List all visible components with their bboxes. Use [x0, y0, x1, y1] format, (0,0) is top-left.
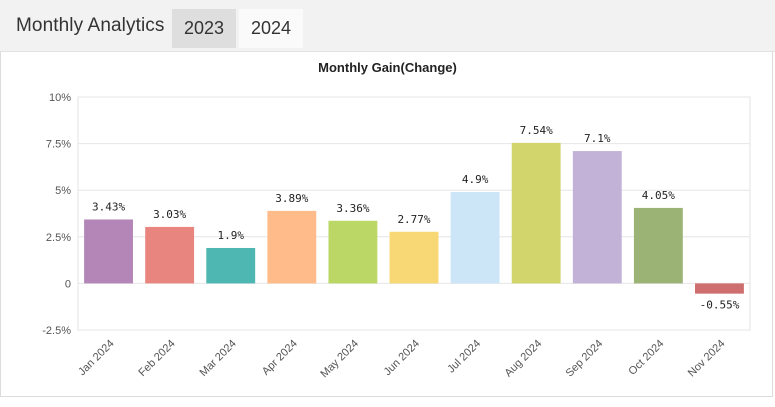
data-label: 7.54% — [520, 124, 553, 137]
data-label: 3.36% — [336, 202, 369, 215]
y-tick-label: -2.5% — [42, 325, 71, 337]
tab-2024[interactable]: 2024 — [239, 9, 303, 48]
bar — [695, 283, 744, 294]
x-tick-label: May 2024 — [318, 338, 361, 381]
x-tick-label: Nov 2024 — [686, 338, 728, 380]
bar — [389, 231, 439, 284]
y-tick-label: 2.5% — [46, 232, 71, 244]
data-label: 3.89% — [275, 192, 308, 205]
bar — [633, 207, 683, 284]
x-tick-label: Apr 2024 — [260, 338, 300, 378]
x-tick-label: Jul 2024 — [445, 338, 483, 376]
bar — [328, 220, 378, 284]
widget-title: Monthly Analytics — [16, 15, 165, 36]
x-tick-label: Aug 2024 — [503, 338, 545, 380]
bar — [84, 219, 133, 284]
tab-2023[interactable]: 2023 — [172, 9, 236, 48]
x-tick-label: Mar 2024 — [197, 338, 238, 379]
y-tick-label: 10% — [49, 92, 71, 104]
data-label: 4.05% — [642, 189, 675, 202]
chart-title: Monthly Gain(Change) — [318, 60, 457, 75]
y-tick-label: 7.5% — [46, 139, 71, 151]
x-tick-label: Feb 2024 — [136, 338, 177, 379]
bar — [511, 142, 561, 284]
data-label: 7.1% — [584, 132, 611, 145]
data-label: 4.9% — [462, 173, 489, 186]
data-label: 3.43% — [92, 200, 125, 213]
bar — [267, 210, 317, 284]
data-label: 3.03% — [153, 208, 186, 221]
bar — [206, 247, 256, 284]
bar — [145, 226, 195, 284]
x-tick-label: Oct 2024 — [626, 338, 666, 378]
bar — [572, 151, 622, 284]
widget-header: Monthly Analytics 2023 2024 — [0, 0, 775, 52]
x-tick-label: Jan 2024 — [76, 338, 116, 378]
x-tick-label: Jun 2024 — [382, 338, 422, 378]
x-tick-label: Sep 2024 — [564, 338, 606, 380]
data-label: -0.55% — [700, 299, 740, 312]
analytics-widget — [0, 0, 773, 397]
data-label: 1.9% — [217, 229, 244, 242]
bar — [450, 192, 500, 284]
data-label: 2.77% — [397, 213, 430, 226]
y-tick-label: 0 — [65, 278, 71, 290]
y-tick-label: 5% — [55, 185, 71, 197]
